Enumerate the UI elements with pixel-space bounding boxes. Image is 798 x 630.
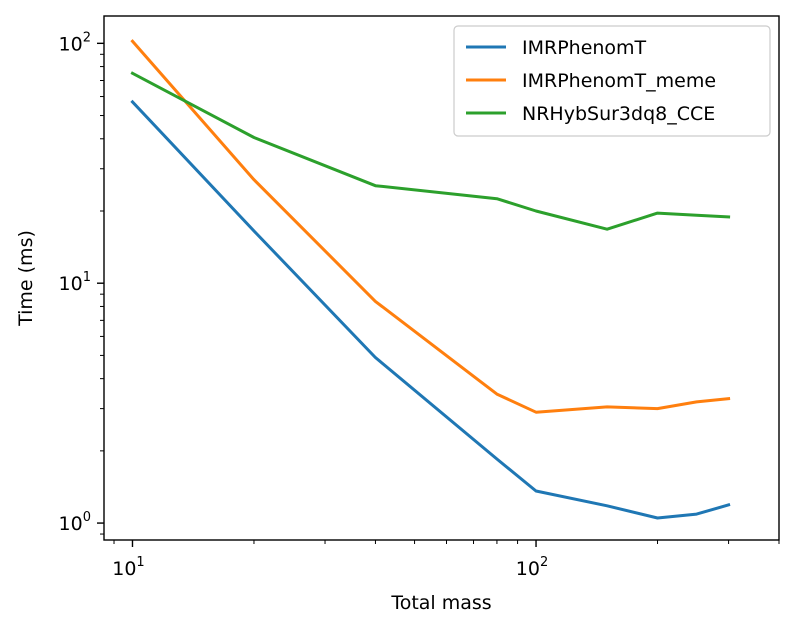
legend-label: IMRPhenomT_meme [522, 70, 716, 92]
series-line [130, 71, 731, 231]
x-tick-label: 102 [516, 555, 548, 580]
major-ticks: 101 102 100 101 102 [59, 30, 549, 580]
y-tick-label: 100 [59, 510, 91, 535]
legend: IMRPhenomT IMRPhenomT_meme NRHybSur3dq8_CC… [453, 25, 771, 137]
legend-box [453, 25, 771, 137]
y-tick-label: 101 [59, 270, 91, 295]
series-lines [130, 39, 731, 520]
series-line [130, 99, 731, 520]
x-axis-label: Total mass [390, 592, 491, 614]
series-line [130, 39, 731, 414]
x-tick-label: 101 [112, 555, 144, 580]
plot-frame [103, 15, 780, 541]
legend-label: NRHybSur3dq8_CCE [522, 103, 715, 125]
y-tick-label: 102 [59, 30, 91, 55]
y-axis-label: Time (ms) [15, 230, 37, 327]
legend-label: IMRPhenomT [522, 37, 647, 59]
